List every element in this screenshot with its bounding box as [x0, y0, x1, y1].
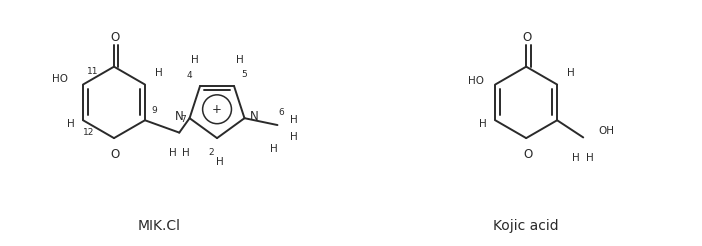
Text: 11: 11	[86, 67, 98, 76]
Text: O: O	[110, 31, 119, 44]
Text: H: H	[154, 68, 162, 78]
Text: H: H	[572, 153, 581, 163]
Text: N: N	[176, 110, 184, 123]
Text: H: H	[168, 148, 176, 158]
Text: 5: 5	[241, 70, 246, 79]
Text: HO: HO	[52, 74, 68, 84]
Text: 6: 6	[278, 108, 284, 117]
Text: 9: 9	[152, 106, 157, 115]
Text: H: H	[290, 115, 298, 124]
Text: 7: 7	[180, 115, 186, 124]
Text: 4: 4	[186, 71, 192, 80]
Text: H: H	[67, 119, 74, 129]
Text: H: H	[290, 132, 298, 142]
Text: H: H	[586, 153, 594, 163]
Text: H: H	[191, 55, 199, 65]
Text: 12: 12	[83, 128, 95, 138]
Text: O: O	[523, 148, 532, 161]
Text: +: +	[212, 103, 222, 116]
Text: O: O	[111, 148, 120, 161]
Text: H: H	[479, 119, 486, 129]
Text: H: H	[236, 55, 244, 65]
Text: H: H	[183, 148, 190, 158]
Text: Kojic acid: Kojic acid	[494, 219, 559, 233]
Text: OH: OH	[598, 125, 614, 136]
Text: H: H	[216, 157, 224, 167]
Text: H: H	[270, 144, 278, 154]
Text: O: O	[522, 31, 531, 44]
Text: N: N	[250, 110, 259, 123]
Text: MIK.Cl: MIK.Cl	[137, 219, 180, 233]
Text: H: H	[567, 68, 574, 78]
Text: HO: HO	[468, 76, 484, 86]
Text: 2: 2	[208, 148, 214, 157]
